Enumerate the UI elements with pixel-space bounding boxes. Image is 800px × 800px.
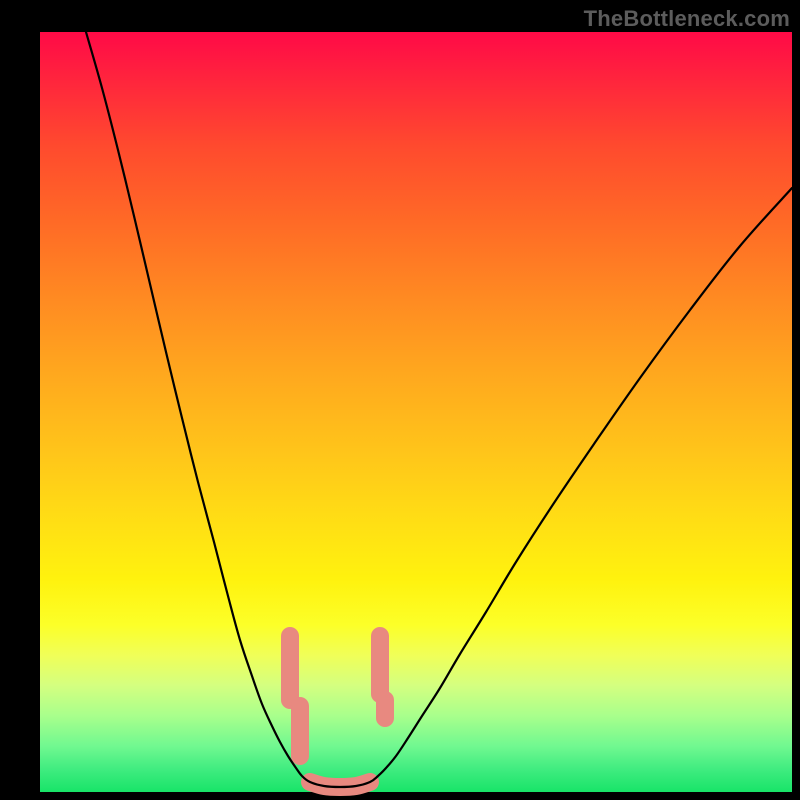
highlight-segments [290, 636, 385, 756]
bottleneck-curve-overlay [0, 0, 800, 800]
bottleneck-curve [86, 32, 792, 787]
watermark-text: TheBottleneck.com [584, 6, 790, 32]
chart-container: TheBottleneck.com [0, 0, 800, 800]
